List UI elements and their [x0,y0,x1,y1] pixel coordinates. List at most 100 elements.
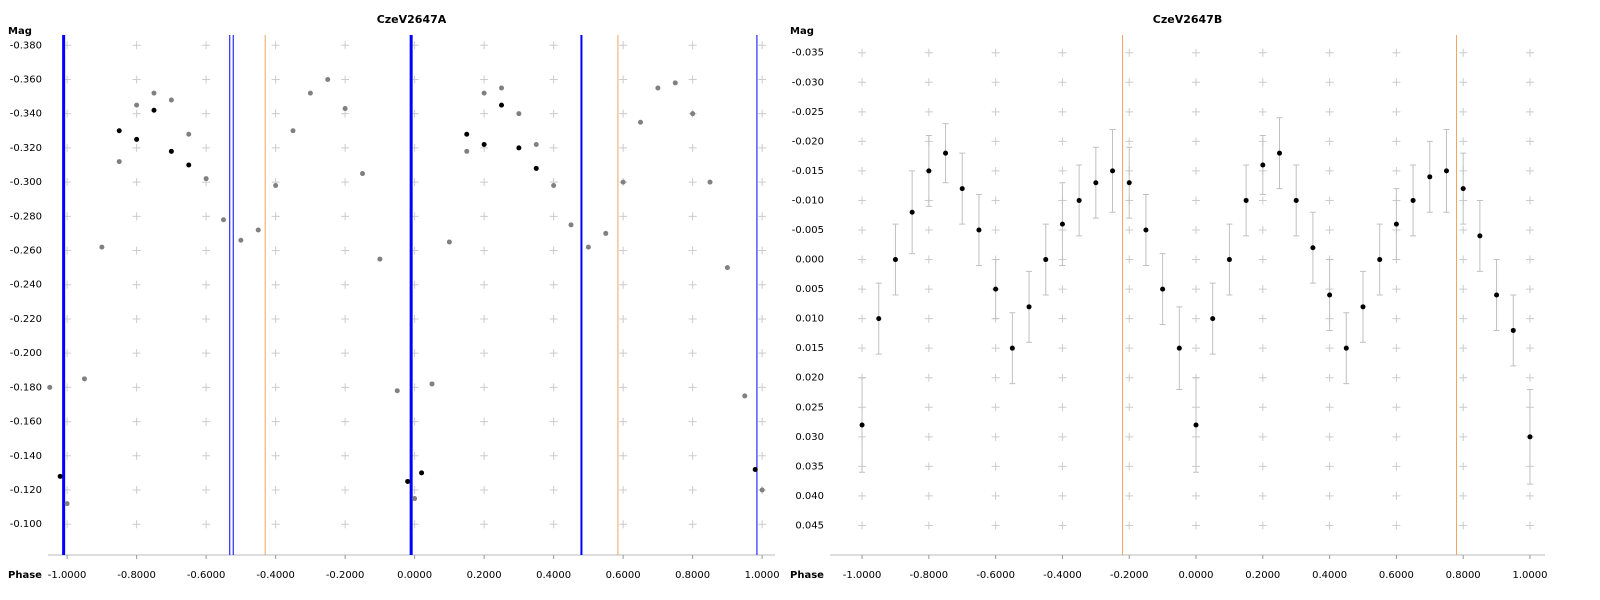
data-point [603,230,609,236]
grid-cross [271,143,280,152]
grid-cross [1459,226,1468,234]
grid-cross [1258,285,1267,294]
grid-cross [271,109,280,118]
grid-cross [271,383,280,392]
grid-cross [924,462,933,471]
grid-cross [480,109,489,118]
grid-cross [1459,344,1468,353]
grid-cross [1058,403,1067,412]
data-point [1260,162,1266,168]
grid-cross [202,417,211,426]
grid-cross [1392,107,1401,116]
data-point [186,131,192,137]
grid-cross [1459,462,1468,471]
grid-cross [1325,137,1334,146]
data-point [959,186,965,192]
grid-cross [688,280,697,289]
grid-cross [924,255,933,264]
grid-cross [1459,137,1468,146]
grid-cross [758,417,767,426]
grid-cross [991,373,1000,382]
grid-cross [549,109,558,118]
grid-cross [1125,255,1134,264]
grid-cross [549,212,558,221]
grid-cross [858,196,867,205]
grid-cross [619,451,628,460]
grid-cross [758,41,767,50]
data-point [203,176,209,182]
grid-cross [549,314,558,323]
grid-cross [1192,48,1201,57]
x-tick-label: 0.0000 [397,570,432,581]
grid-cross [1192,314,1201,323]
grid-cross [1258,432,1267,441]
grid-cross [1525,285,1534,294]
grid-cross [858,344,867,353]
grid-cross [924,314,933,323]
grid-cross [858,166,867,175]
grid-cross [132,246,141,255]
grid-cross [1192,344,1201,353]
grid-cross [271,451,280,460]
grid-cross [688,314,697,323]
grid-cross [688,383,697,392]
data-point [516,111,522,117]
grid-cross [1192,491,1201,500]
grid-cross [1258,196,1267,205]
data-point [533,165,539,171]
grid-cross [858,226,867,234]
grid-cross [341,417,350,426]
grid-cross [480,178,489,187]
grid-cross [619,75,628,84]
grid-cross [132,451,141,460]
grid-cross [991,403,1000,412]
data-point [168,97,174,103]
grid-cross [1459,48,1468,57]
data-point [672,80,678,86]
grid-cross [1325,373,1334,382]
data-point [1143,227,1149,233]
data-point [690,111,696,117]
grid-cross [549,486,558,494]
grid-cross [1058,521,1067,530]
y-tick-label: -0.020 [792,136,824,147]
grid-cross [132,75,141,84]
data-point [64,501,70,507]
grid-cross [991,432,1000,441]
grid-cross [341,75,350,84]
grid-cross [619,280,628,289]
y-tick-label: 0.020 [795,373,824,384]
data-point [1310,245,1316,251]
x-axis-label: Phase [8,570,42,581]
grid-cross [1258,255,1267,264]
grid-cross [480,383,489,392]
grid-cross [1392,521,1401,530]
grid-cross [1192,521,1201,530]
x-tick-label: 0.0000 [1179,570,1214,581]
grid-cross [1192,166,1201,175]
grid-cross [132,486,141,494]
y-tick-label: -0.015 [792,166,824,177]
y-tick-label: 0.045 [795,520,824,531]
grid-cross [1058,137,1067,146]
y-tick-label: -0.035 [792,48,824,59]
grid-cross [271,486,280,494]
x-tick-label: -0.2000 [1110,570,1149,581]
grid-cross [341,451,350,460]
grid-cross [758,143,767,152]
grid-cross [1325,166,1334,175]
chart-title: CzeV2647A [377,13,447,26]
grid-cross [688,75,697,84]
grid-cross [1125,521,1134,530]
grid-cross [1459,107,1468,116]
grid-cross [924,48,933,57]
data-point [116,159,122,165]
data-point [1160,286,1166,292]
grid-cross [1258,462,1267,471]
grid-cross [1125,432,1134,441]
grid-cross [1392,462,1401,471]
grid-cross [1258,107,1267,116]
x-tick-label: 0.4000 [1312,570,1347,581]
data-point [1327,292,1333,298]
data-point [307,90,313,96]
